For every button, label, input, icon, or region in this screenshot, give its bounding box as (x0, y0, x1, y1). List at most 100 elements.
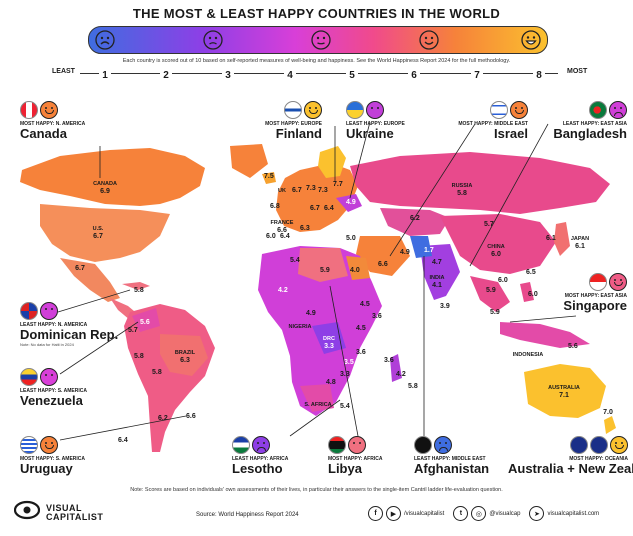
map-label-france: FRANCE (271, 220, 294, 226)
callout-dominican: LEAST HAPPY: N. AMERICA Dominican Rep. N… (20, 302, 118, 347)
map-score-portugal: 6.0 (266, 233, 276, 240)
scale-axis: LEAST MOST 1 2 3 4 5 6 7 8 (0, 68, 633, 82)
happy-face-icon (419, 30, 439, 50)
map-score-germany: 6.7 (310, 205, 320, 212)
map-score-zambia: 3.5 (344, 359, 354, 366)
russia-region (350, 152, 610, 214)
ukraine-region (336, 194, 362, 212)
venezuela-flag-icon (20, 368, 38, 386)
map-score-drc: 3.3 (324, 343, 334, 350)
logo-eye-icon (13, 500, 41, 520)
cursor-icon[interactable]: ➤ (529, 506, 545, 521)
map-score-brazil: 6.3 (180, 357, 190, 364)
map-score-saudi: 6.6 (378, 261, 388, 268)
caribbean-region (122, 282, 150, 290)
map-label-drc: DRC (323, 336, 335, 342)
afghanistan-region (410, 236, 432, 258)
callout-type: MOST HAPPY: S. AMERICA (20, 456, 86, 462)
map-score-france: 6.6 (277, 227, 287, 234)
twitter-icon[interactable]: t (453, 506, 469, 521)
map-score-nigeria: 4.9 (306, 310, 316, 317)
instagram-icon[interactable]: ◎ (471, 506, 487, 521)
source-text: Source: World Happiness Report 2024 (196, 512, 299, 518)
happiness-scale-bar (88, 26, 548, 54)
map-score-ukraine: 4.9 (346, 199, 356, 206)
very-happy-face-icon (521, 30, 541, 50)
map-score-venezuela: 5.6 (140, 319, 150, 326)
callout-type: MOST HAPPY: OCEANIA (569, 456, 628, 462)
map-label-us: U.S. (93, 226, 104, 232)
neutral-face-icon (348, 436, 366, 454)
map-score-colombia: 5.7 (128, 327, 138, 334)
madagascar-region (390, 354, 402, 382)
map-score-iran: 4.9 (400, 249, 410, 256)
southeast-asia-region (470, 276, 510, 312)
callout-type: MOST HAPPY: N. AMERICA (20, 121, 86, 127)
brand-line-2: CAPITALIST (46, 512, 104, 522)
leader-dominican (57, 289, 131, 313)
map-score-poland: 6.4 (324, 205, 334, 212)
youtube-icon[interactable]: ▶ (386, 506, 401, 521)
callout-country: Finland (275, 126, 322, 141)
map-score-iceland: 7.5 (264, 173, 274, 180)
map-label-russia: RUSSIA (452, 183, 473, 189)
scale-tick: 1 (99, 70, 111, 81)
leader-ukraine (349, 121, 371, 199)
map-score-uruguay: 6.6 (186, 413, 196, 420)
egypt-region (346, 256, 370, 280)
facebook-icon[interactable]: f (368, 506, 383, 521)
website-link[interactable]: visualcapitalist.com (547, 510, 600, 517)
us-region (40, 204, 170, 262)
map-score-comoros: 3.6 (384, 357, 394, 364)
map-score-mali: 4.2 (278, 287, 288, 294)
callout-country: Israel (494, 126, 528, 141)
map-score-safrica: 5.4 (340, 403, 350, 410)
map-score-tanzania: 3.6 (356, 349, 366, 356)
callout-type: LEAST HAPPY: AFRICA (232, 456, 289, 462)
map-score-algeria: 5.4 (290, 257, 300, 264)
mexico-region (60, 258, 120, 302)
lesotho-flag-icon (232, 436, 250, 454)
map-label-india: INDIA (430, 275, 445, 281)
callout-country: Singapore (563, 298, 627, 313)
callout-bangladesh: LEAST HAPPY: EAST ASIA Bangladesh (535, 101, 627, 141)
callout-country: Uruguay (20, 461, 73, 476)
scale-tick: 4 (284, 70, 296, 81)
canada-region (20, 148, 205, 206)
map-score-somalia: 3.6 (372, 313, 382, 320)
map-score-india: 4.1 (432, 282, 442, 289)
canada-flag-icon (20, 101, 38, 119)
map-score-kenya: 4.5 (356, 325, 366, 332)
map-score-japan: 6.1 (575, 243, 585, 250)
facebook-handle[interactable]: /visualcapitalist (404, 510, 445, 517)
callout-country: Ukraine (346, 126, 394, 141)
scale-tick: 7 (471, 70, 483, 81)
callout-note: Note: No data for Haiti in 2024 (20, 342, 74, 347)
north-africa-region (298, 248, 348, 282)
callout-singapore: MOST HAPPY: EAST ASIA Singapore (535, 273, 627, 313)
map-score-mauritius: 5.8 (408, 383, 418, 390)
callout-ukraine: LEAST HAPPY: EUROPE Ukraine (346, 101, 405, 141)
map-score-malaysia: 5.9 (490, 309, 500, 316)
map-score-indonesia: 5.6 (568, 343, 578, 350)
finland-flag-icon (284, 101, 302, 119)
map-score-finland: 7.7 (333, 181, 343, 188)
map-score-zimbabwe: 3.3 (340, 371, 350, 378)
map-score-turkey: 5.0 (346, 235, 356, 242)
happy-face-icon (304, 101, 322, 119)
callout-type: LEAST HAPPY: MIDDLE EAST (414, 456, 486, 462)
map-label-australia: AUSTRALIA (548, 385, 580, 391)
world-map: CANADA 6.9 U.S. 6.7 6.7 BRAZIL 6.3 RUSSI… (20, 121, 616, 452)
callout-lesotho: LEAST HAPPY: AFRICA Lesotho (232, 436, 288, 476)
instagram-handle[interactable]: @visualcap (489, 510, 521, 517)
singapore-flag-icon (589, 273, 607, 291)
map-score-china: 6.0 (491, 251, 501, 258)
visual-capitalist-logo: VISUAL CAPITALIST (13, 500, 124, 526)
neutral-face-icon (366, 101, 384, 119)
leader-venezuela (59, 321, 139, 375)
iceland-region (262, 172, 276, 184)
neutral-face-icon (40, 368, 58, 386)
map-score-ethiopia: 4.5 (360, 301, 370, 308)
callout-finland: MOST HAPPY: EUROPE Finland (252, 101, 322, 141)
sad-face-icon (252, 436, 270, 454)
